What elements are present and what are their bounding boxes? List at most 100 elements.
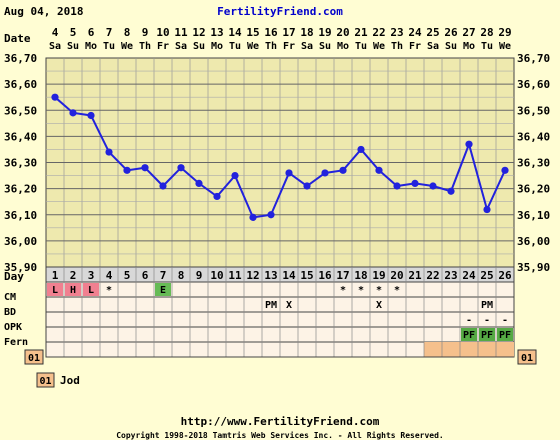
day-number: 25 [480,269,493,282]
date-row-label: Date [4,32,31,45]
day-number: 19 [372,269,385,282]
date-header: 4 Sa 5 Su 6 Mo 7 Tu 8 We 9 Th 10 Fr 11 Sa 12 Su 13 Mo 14 Tu 15… [49,26,512,52]
day-number: 12 [246,269,259,282]
y-tick-right: 36,20 [517,183,550,196]
date-tick: 10 [156,26,169,39]
date-tick: 19 [318,26,331,39]
plot-area [45,57,515,268]
day-number: 23 [444,269,457,282]
weekday-tick: We [247,41,259,52]
temperature-series [51,93,509,221]
y-tick-left: 36,60 [4,78,37,91]
data-point [321,169,329,177]
day-number: 3 [88,269,95,282]
bd-marker: X [376,300,382,311]
site-link[interactable]: FertilityFriend.com [217,5,343,18]
weekday-tick: Sa [49,41,61,52]
y-tick-left: 36,50 [4,104,37,117]
bd-row-label: BD [4,307,16,318]
day-number: 11 [228,269,242,282]
day-number: 20 [390,269,403,282]
weekday-tick: Tu [481,41,493,52]
day-number: 13 [264,269,277,282]
data-point [159,182,167,190]
cm-marker: * [340,285,346,296]
y-tick-right: 36,30 [517,157,550,170]
date-tick: 24 [408,26,422,39]
weekday-tick: Su [319,41,331,52]
day-number: 26 [498,269,512,282]
cm-marker: * [358,285,364,296]
day-number: 8 [178,269,185,282]
fern-cell-fill [479,328,495,341]
cm-marker: L [88,285,94,296]
weekday-tick: Mo [85,41,97,52]
data-point [501,166,509,174]
weekday-tick: We [121,41,133,52]
date-tick: 14 [228,26,242,39]
date-tick: 27 [462,26,475,39]
data-point [51,93,59,101]
date-tick: 26 [444,26,458,39]
weekday-tick: Sa [427,41,439,52]
date-tick: 12 [192,26,205,39]
date-tick: 13 [210,26,223,39]
weekday-tick: Su [445,41,457,52]
date-tick: 15 [246,26,259,39]
data-point [465,140,473,148]
data-point [303,182,311,190]
cm-marker: L [52,285,58,296]
legend-badge: 01 [39,376,51,387]
day-number: 18 [354,269,367,282]
data-point [447,187,455,195]
weekday-tick: Th [391,41,403,52]
y-tick-left: 36,10 [4,209,37,222]
weekday-tick: Tu [229,41,241,52]
chart-date: Aug 04, 2018 [4,5,83,18]
date-tick: 23 [390,26,403,39]
date-tick: 11 [174,26,188,39]
day-number: 7 [160,269,167,282]
date-tick: 29 [498,26,511,39]
y-tick-left: 35,90 [4,261,37,274]
weekday-tick: Tu [103,41,115,52]
fern-marker: PF [499,330,511,341]
y-axis-labels: 35,90 35,90 36,00 36,00 36,10 36,10 36,20 36,20… [4,52,550,274]
cm-cell-fill [65,283,81,296]
weekday-tick: Fr [157,41,169,52]
day-number: 1 [52,269,59,282]
data-point [357,145,365,154]
cycle-badge-right: 01 [521,353,533,364]
fern-row-label: Fern [4,337,28,348]
cm-marker: * [376,285,382,296]
date-tick: 18 [300,26,313,39]
data-point [267,211,275,219]
data-point [231,171,239,180]
day-row-label: Day [4,270,24,283]
weekday-tick: Mo [211,41,223,52]
y-tick-right: 36,40 [517,130,550,143]
data-point [177,164,185,172]
data-point [213,192,221,201]
date-tick: 6 [88,26,95,39]
cm-marker: E [160,285,166,296]
weekday-tick: Fr [409,41,421,52]
cycle-badge-left-box [24,349,44,365]
day-number: 21 [408,269,422,282]
footer-url[interactable]: http://www.FertilityFriend.com [181,415,380,428]
day-number: 6 [142,269,149,282]
cm-marker: H [70,285,76,296]
data-point [69,109,77,117]
day-number: 5 [124,269,131,282]
fern-marker: PF [463,330,475,341]
weekday-tick: Mo [337,41,349,52]
data-point [429,182,437,190]
bd-marker: PM [265,300,277,311]
data-point [195,179,203,187]
legend-badge-box [36,372,55,388]
data-point [249,213,257,221]
legend-label: Jod [60,374,80,387]
day-number: 2 [70,269,77,282]
day-number: 14 [282,269,296,282]
